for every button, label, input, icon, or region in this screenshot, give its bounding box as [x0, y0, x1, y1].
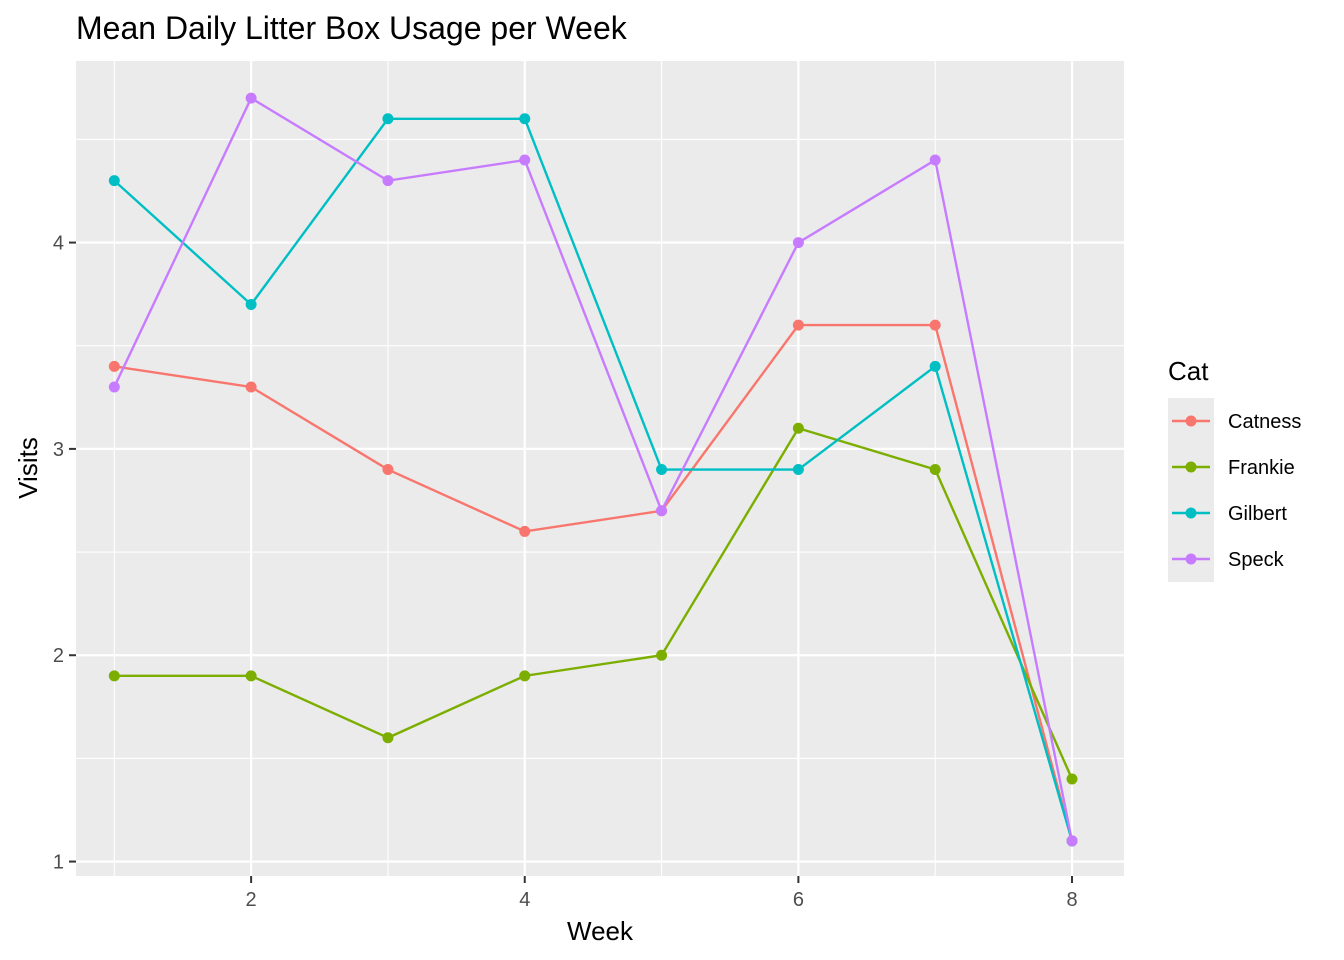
y-tick-label: 1 — [53, 852, 64, 874]
data-point-catness — [792, 319, 804, 331]
data-point-frankie — [108, 670, 120, 682]
data-point-frankie — [519, 670, 531, 682]
data-point-speck — [382, 175, 394, 187]
series-frankie — [108, 422, 1078, 785]
data-point-catness — [245, 381, 257, 393]
legend-item-catness: Catness — [1172, 411, 1301, 433]
legend-label: Catness — [1228, 411, 1301, 433]
data-point-frankie — [929, 464, 941, 476]
plot-panel — [76, 61, 1124, 876]
data-point-gilbert — [108, 175, 120, 187]
data-point-catness — [929, 319, 941, 331]
data-point-gilbert — [792, 464, 804, 476]
axes: 2 4 6 8 1 2 3 4 — [53, 233, 1078, 911]
data-point-gilbert — [656, 464, 668, 476]
legend: Cat Catness Frankie Gilbert Speck — [1168, 356, 1301, 582]
chart-title: Mean Daily Litter Box Usage per Week — [76, 10, 628, 46]
series-line-catness — [114, 323, 1074, 842]
legend-key-point — [1185, 461, 1197, 473]
series-line-frankie — [114, 426, 1074, 780]
x-tick-label: 6 — [793, 889, 804, 911]
legend-item-gilbert: Gilbert — [1172, 503, 1287, 525]
x-tick-label: 2 — [246, 889, 257, 911]
data-point-frankie — [382, 732, 394, 744]
legend-label: Frankie — [1228, 457, 1295, 479]
y-tick-label: 4 — [53, 233, 64, 255]
legend-label: Gilbert — [1228, 503, 1287, 525]
legend-key-point — [1185, 507, 1197, 519]
x-axis-title: Week — [567, 916, 634, 946]
series-speck — [108, 92, 1078, 847]
data-point-speck — [929, 154, 941, 166]
legend-item-frankie: Frankie — [1172, 457, 1295, 479]
data-point-frankie — [1066, 773, 1078, 785]
legend-label: Speck — [1228, 549, 1285, 571]
data-point-catness — [382, 464, 394, 476]
series-gilbert — [108, 113, 1078, 847]
data-point-speck — [108, 381, 120, 393]
data-point-speck — [656, 505, 668, 517]
data-point-frankie — [792, 422, 804, 434]
legend-title: Cat — [1168, 356, 1209, 386]
x-tick-label: 8 — [1066, 889, 1077, 911]
data-point-frankie — [245, 670, 257, 682]
series-layer — [108, 92, 1078, 847]
x-tick-label: 4 — [519, 889, 530, 911]
legend-key-background — [1168, 398, 1214, 582]
series-line-speck — [113, 96, 1074, 842]
data-point-speck — [519, 154, 531, 166]
legend-key-point — [1185, 415, 1197, 427]
data-point-gilbert — [519, 113, 531, 125]
data-point-frankie — [656, 649, 668, 661]
y-axis-title: Visits — [13, 437, 43, 499]
legend-item-speck: Speck — [1172, 549, 1285, 571]
data-point-gilbert — [929, 360, 941, 372]
data-point-catness — [519, 525, 531, 537]
data-point-gilbert — [382, 113, 394, 125]
data-point-gilbert — [245, 298, 257, 310]
data-point-speck — [792, 237, 804, 249]
series-line-gilbert — [113, 117, 1074, 842]
data-point-catness — [108, 360, 120, 372]
legend-key-point — [1185, 553, 1197, 565]
y-tick-label: 3 — [53, 439, 64, 461]
data-point-speck — [245, 92, 257, 104]
y-tick-label: 2 — [53, 645, 64, 667]
data-point-speck — [1066, 835, 1078, 847]
legend-items: Catness Frankie Gilbert Speck — [1168, 398, 1301, 582]
